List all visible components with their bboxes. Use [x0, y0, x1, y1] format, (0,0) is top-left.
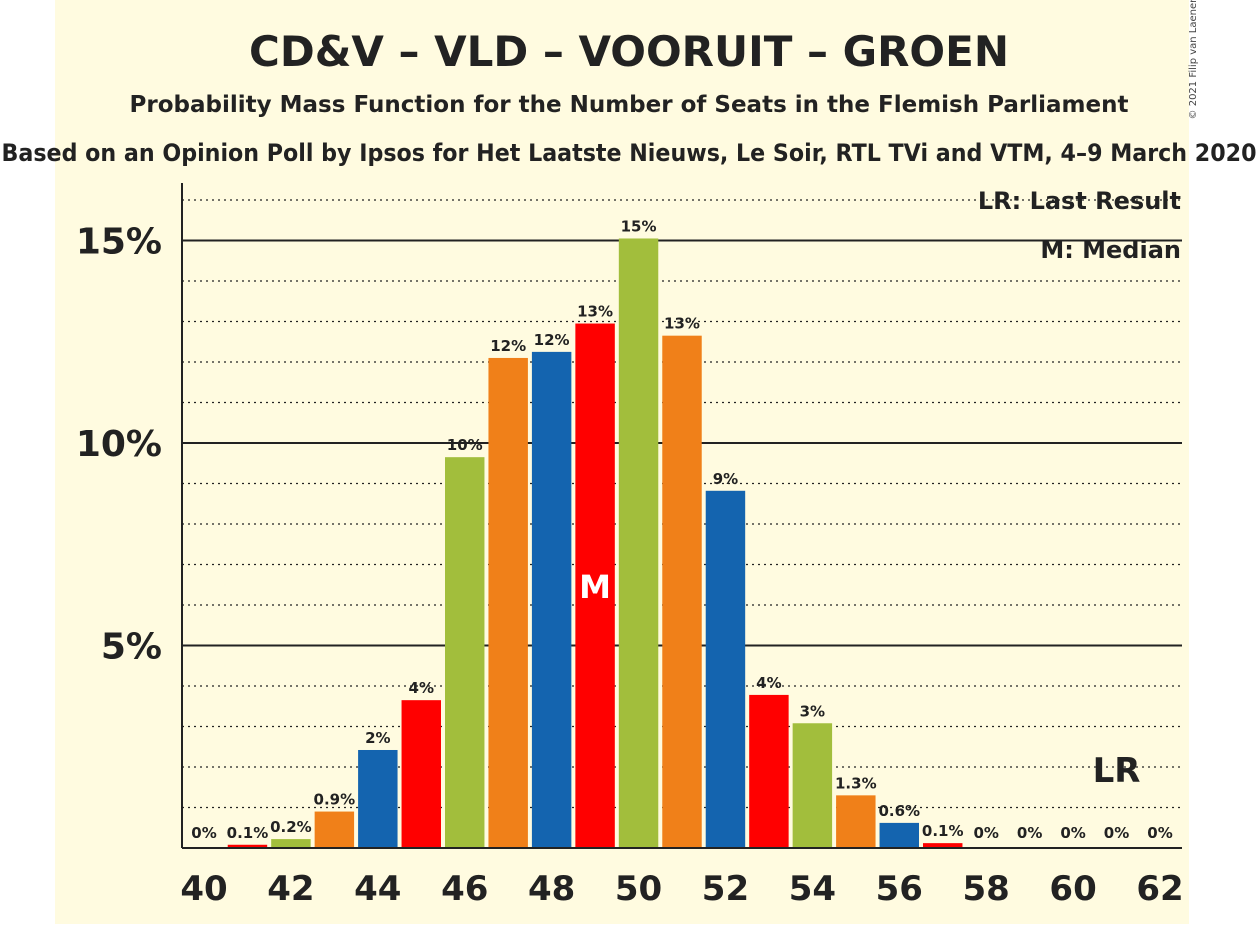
- x-tick-label: 48: [528, 869, 575, 909]
- last-result-marker: LR: [1093, 751, 1141, 791]
- x-tick-label: 42: [267, 869, 314, 909]
- x-tick-label: 50: [615, 869, 662, 909]
- bar-seats-47: [488, 357, 528, 848]
- bar-value-label: 4%: [409, 679, 434, 697]
- bar-value-label: 10%: [447, 436, 483, 454]
- bar-value-label: 12%: [534, 331, 570, 349]
- bar-value-label: 0.9%: [314, 791, 356, 809]
- bar-value-label: 0%: [1104, 824, 1129, 842]
- bar-seats-43: [314, 811, 355, 848]
- x-tick-label: 62: [1136, 869, 1183, 909]
- bar-seats-53: [749, 694, 789, 848]
- bar-seats-56: [879, 822, 919, 848]
- bar-seats-51: [662, 335, 702, 848]
- bar-value-label: 15%: [621, 217, 657, 235]
- bar-value-label: 0%: [1017, 824, 1042, 842]
- bar-value-label: 12%: [490, 337, 526, 355]
- bar-value-label: 4%: [756, 674, 781, 692]
- copyright-notice: © 2021 Filip van Laenen: [1188, 0, 1199, 119]
- bar-seats-49: [575, 323, 615, 848]
- bar-value-label: 0%: [1147, 824, 1172, 842]
- chart-title: CD&V – VLD – VOORUIT – GROEN: [249, 27, 1009, 76]
- bar-seats-54: [792, 723, 833, 848]
- y-tick-label: 10%: [76, 424, 162, 465]
- x-tick-label: 54: [789, 869, 836, 909]
- legend-last-result: LR: Last Result: [978, 187, 1181, 215]
- bar-value-label: 2%: [365, 729, 390, 747]
- bar-value-label: 0%: [1060, 824, 1085, 842]
- bar-value-label: 0.2%: [270, 818, 312, 836]
- bar-value-label: 0%: [973, 824, 998, 842]
- bar-value-label: 0.1%: [227, 824, 269, 842]
- bar-value-label: 9%: [713, 470, 738, 488]
- bar-seats-45: [401, 700, 441, 848]
- x-tick-label: 56: [876, 869, 923, 909]
- x-tick-label: 44: [354, 869, 401, 909]
- x-tick-label: 46: [441, 869, 488, 909]
- bar-value-label: 1.3%: [835, 774, 877, 792]
- bar-value-label: 3%: [800, 702, 825, 720]
- x-tick-labels: 40 42 44 46 48 50 52 54 56 58 60 62: [180, 869, 1183, 909]
- bar-seats-41: [227, 844, 268, 848]
- chart-subtitle-source: Based on an Opinion Poll by Ipsos for He…: [2, 139, 1257, 167]
- bar-seats-55: [836, 795, 876, 848]
- bar-value-label: 13%: [577, 303, 613, 321]
- bars: [227, 238, 963, 849]
- bar-seats-52: [705, 490, 746, 848]
- y-tick-labels: 5% 10% 15%: [76, 222, 162, 668]
- bar-seats-48: [531, 351, 572, 848]
- x-tick-label: 58: [963, 869, 1010, 909]
- bar-seats-50: [618, 238, 659, 849]
- bar-value-label: 13%: [664, 315, 700, 333]
- bar-seats-57: [923, 843, 963, 848]
- y-tick-label: 15%: [76, 222, 162, 263]
- legend-median: M: Median: [1040, 236, 1181, 264]
- bar-value-label: 0.6%: [878, 802, 920, 820]
- bar-value-label: 0.1%: [922, 822, 964, 840]
- bar-seats-42: [271, 839, 311, 848]
- median-marker: M: [579, 568, 611, 606]
- x-tick-label: 40: [180, 869, 227, 909]
- bar-labels: 0% 0.1% 0.2%0.9%2%4%10%12% 12%13%15%13%9%4%…: [191, 217, 1172, 842]
- bar-value-label: 0%: [191, 824, 216, 842]
- y-tick-label: 5%: [101, 627, 162, 668]
- x-tick-label: 52: [702, 869, 749, 909]
- bar-seats-44: [358, 749, 398, 848]
- x-tick-label: 60: [1049, 869, 1096, 909]
- bar-seats-46: [445, 457, 485, 848]
- chart-subtitle: Probability Mass Function for the Number…: [130, 92, 1129, 118]
